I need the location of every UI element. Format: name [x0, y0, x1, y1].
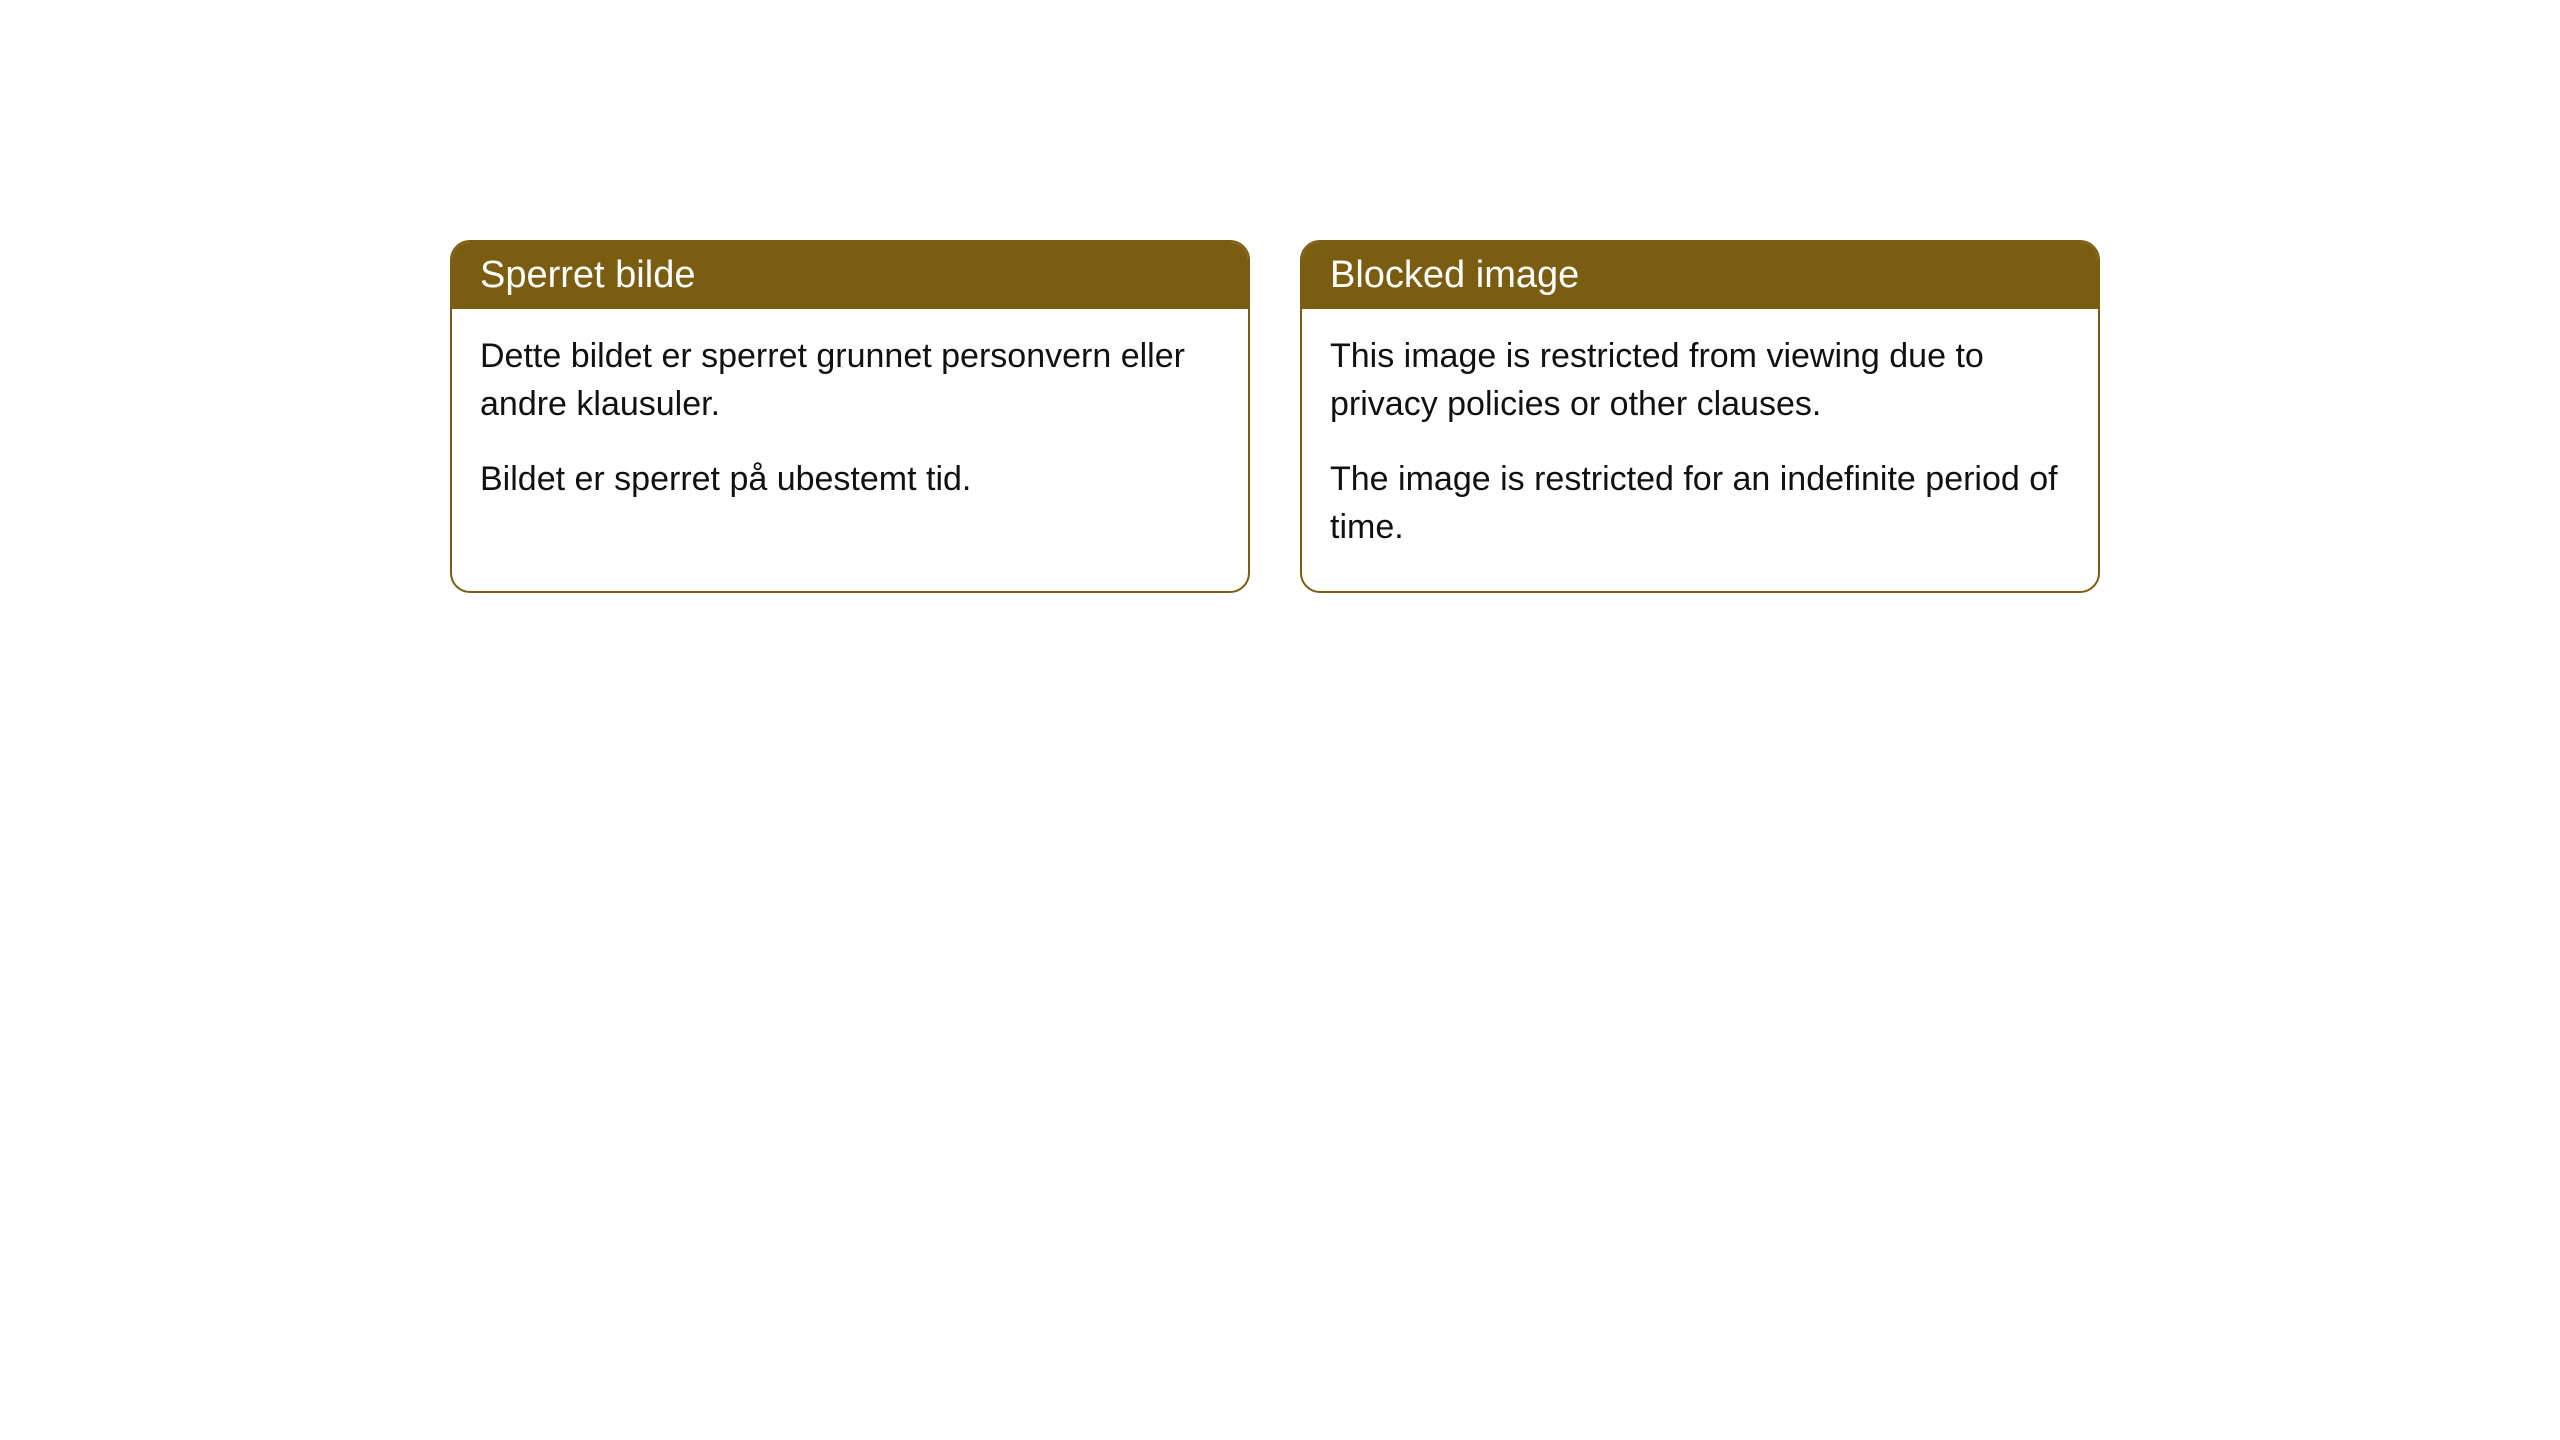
card-title: Blocked image: [1302, 242, 2098, 309]
restricted-image-card-english: Blocked image This image is restricted f…: [1300, 240, 2100, 593]
card-paragraph: Bildet er sperret på ubestemt tid.: [480, 456, 1220, 504]
restricted-image-card-norwegian: Sperret bilde Dette bildet er sperret gr…: [450, 240, 1250, 593]
card-paragraph: The image is restricted for an indefinit…: [1330, 456, 2070, 551]
notice-cards-container: Sperret bilde Dette bildet er sperret gr…: [450, 240, 2100, 593]
card-paragraph: This image is restricted from viewing du…: [1330, 333, 2070, 428]
card-body: Dette bildet er sperret grunnet personve…: [452, 309, 1248, 544]
card-body: This image is restricted from viewing du…: [1302, 309, 2098, 591]
card-paragraph: Dette bildet er sperret grunnet personve…: [480, 333, 1220, 428]
card-title: Sperret bilde: [452, 242, 1248, 309]
